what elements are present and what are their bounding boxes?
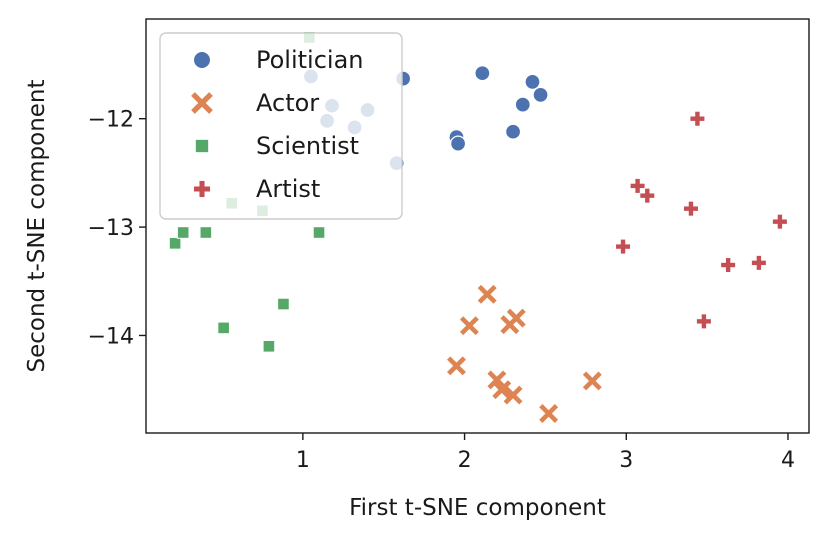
data-point-actor xyxy=(492,380,512,400)
x-axis-label: First t-SNE component xyxy=(349,495,606,521)
data-point-actor xyxy=(459,316,479,336)
legend-label-artist: Artist xyxy=(256,175,320,203)
legend-marker-politician xyxy=(192,50,212,70)
data-point-actor xyxy=(503,385,523,405)
legend-marker-artist xyxy=(193,180,211,198)
data-point-politician xyxy=(524,73,541,91)
legend-label-actor: Actor xyxy=(256,89,319,117)
data-point-artist xyxy=(772,214,787,229)
data-point-artist xyxy=(751,255,766,270)
data-point-politician xyxy=(532,86,549,104)
data-point-scientist xyxy=(168,237,182,250)
data-point-scientist xyxy=(176,226,190,239)
legend-box xyxy=(159,32,403,220)
y-axis-label: Second t-SNE component xyxy=(24,79,50,372)
legend-label-scientist: Scientist xyxy=(256,132,359,160)
legend-marker-scientist xyxy=(194,138,210,154)
data-point-scientist xyxy=(262,339,276,353)
data-point-artist xyxy=(630,178,645,193)
data-point-politician xyxy=(474,65,491,82)
data-point-politician xyxy=(449,135,467,152)
legend-marker-actor xyxy=(191,92,213,114)
y-tick-label: −14 xyxy=(88,324,134,349)
data-point-scientist xyxy=(277,297,290,311)
x-tick-label: 4 xyxy=(781,448,795,473)
data-point-actor xyxy=(582,371,602,391)
data-point-actor xyxy=(506,308,526,328)
x-tick-label: 1 xyxy=(296,448,310,473)
data-point-actor xyxy=(447,356,466,376)
legend: Politician Actor Scientist Artist xyxy=(159,32,403,220)
data-point-artist xyxy=(683,201,698,216)
x-tick-label: 2 xyxy=(458,448,472,473)
data-point-actor xyxy=(487,370,507,390)
data-point-artist xyxy=(640,188,655,203)
y-tick-label: −12 xyxy=(88,108,134,133)
series-actor xyxy=(447,284,602,423)
data-point-scientist xyxy=(217,321,230,335)
data-point-artist xyxy=(721,258,736,273)
data-point-artist xyxy=(696,314,711,329)
y-axis: −12 −13 −14 xyxy=(88,108,146,349)
data-point-scientist xyxy=(312,226,326,239)
data-point-scientist xyxy=(199,226,213,239)
data-point-politician xyxy=(504,123,522,140)
data-point-politician xyxy=(514,96,531,113)
series-artist xyxy=(616,111,787,329)
legend-label-politician: Politician xyxy=(256,46,364,74)
x-tick-label: 3 xyxy=(619,448,633,473)
data-point-artist xyxy=(616,239,631,254)
y-tick-label: −13 xyxy=(88,216,134,241)
x-axis: 1 2 3 4 xyxy=(296,433,795,473)
data-point-artist xyxy=(690,111,705,126)
data-point-actor xyxy=(477,284,497,304)
data-point-actor xyxy=(539,404,559,423)
plot-frame xyxy=(145,18,810,434)
